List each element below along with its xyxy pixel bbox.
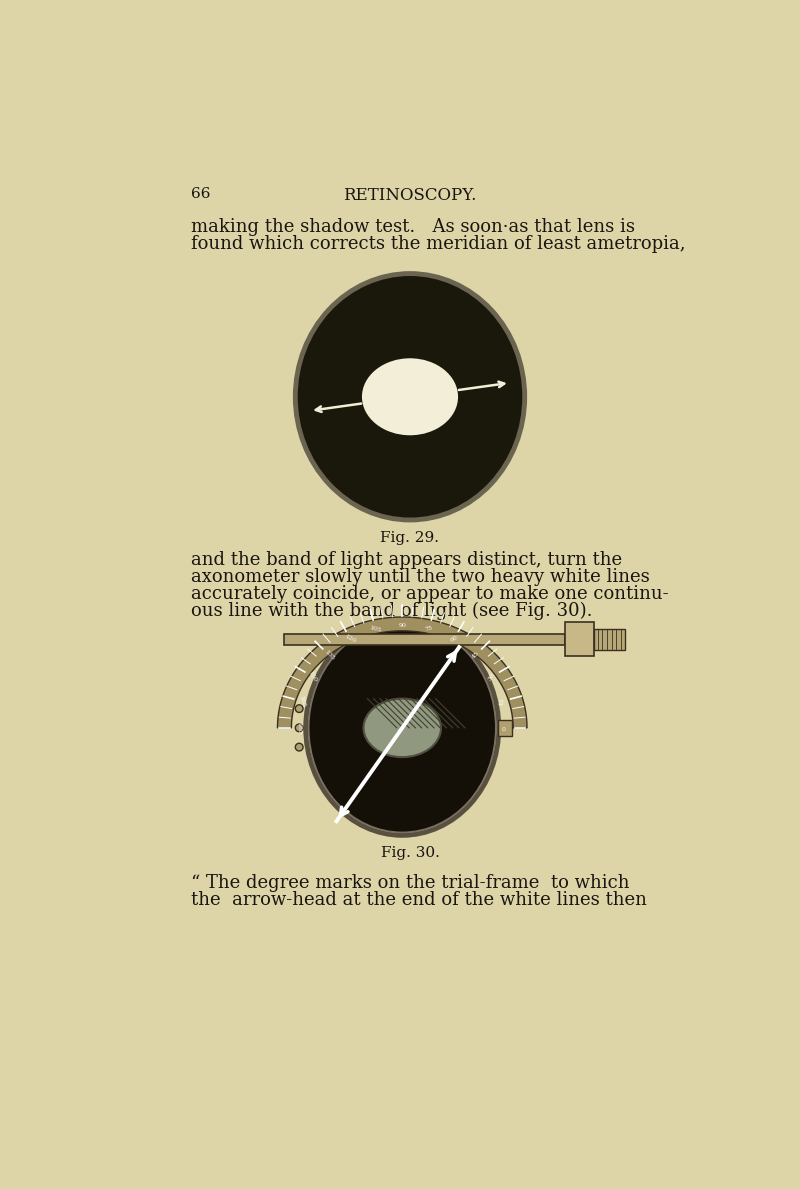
- Bar: [285, 634, 565, 644]
- Text: Fig. 29.: Fig. 29.: [381, 530, 439, 545]
- Bar: [498, 721, 511, 736]
- Text: 165: 165: [298, 696, 306, 707]
- Text: 105: 105: [369, 625, 382, 633]
- Text: 60: 60: [449, 635, 458, 643]
- Text: 30: 30: [487, 672, 496, 681]
- Text: 0: 0: [503, 725, 508, 730]
- Bar: [594, 629, 626, 650]
- Text: found which corrects the meridian of least ametropia,: found which corrects the meridian of lea…: [191, 235, 686, 253]
- Text: 120: 120: [344, 634, 357, 644]
- Text: the  arrow-head at the end of the white lines then: the arrow-head at the end of the white l…: [191, 891, 647, 910]
- Text: 15: 15: [498, 697, 506, 706]
- Ellipse shape: [295, 724, 303, 731]
- Text: Fig. 30.: Fig. 30.: [381, 847, 439, 861]
- Ellipse shape: [295, 705, 303, 712]
- Ellipse shape: [306, 621, 499, 836]
- Text: RETINOSCOPY.: RETINOSCOPY.: [343, 188, 477, 205]
- Text: 75: 75: [425, 625, 434, 633]
- Text: 66: 66: [191, 188, 211, 201]
- Text: 90: 90: [398, 623, 406, 628]
- Ellipse shape: [295, 743, 303, 751]
- Text: making the shadow test.   As soon·as that lens is: making the shadow test. As soon·as that …: [191, 218, 635, 237]
- Text: 150: 150: [308, 671, 318, 684]
- Text: accurately coincide, or appear to make one continu-: accurately coincide, or appear to make o…: [191, 585, 669, 603]
- Text: “ The degree marks on the trial-frame  to which: “ The degree marks on the trial-frame to…: [191, 874, 630, 892]
- Text: 135: 135: [323, 649, 335, 661]
- Ellipse shape: [295, 273, 525, 520]
- Polygon shape: [278, 617, 527, 728]
- Text: and the band of light appears distinct, turn the: and the band of light appears distinct, …: [191, 551, 622, 568]
- Ellipse shape: [363, 699, 441, 757]
- Bar: [565, 622, 594, 656]
- Ellipse shape: [362, 358, 458, 435]
- Text: axonometer slowly until the two heavy white lines: axonometer slowly until the two heavy wh…: [191, 567, 650, 586]
- Text: 45: 45: [470, 650, 480, 660]
- Text: 180: 180: [297, 722, 302, 734]
- Text: ous line with the band of light (see Fig. 30).: ous line with the band of light (see Fig…: [191, 602, 593, 619]
